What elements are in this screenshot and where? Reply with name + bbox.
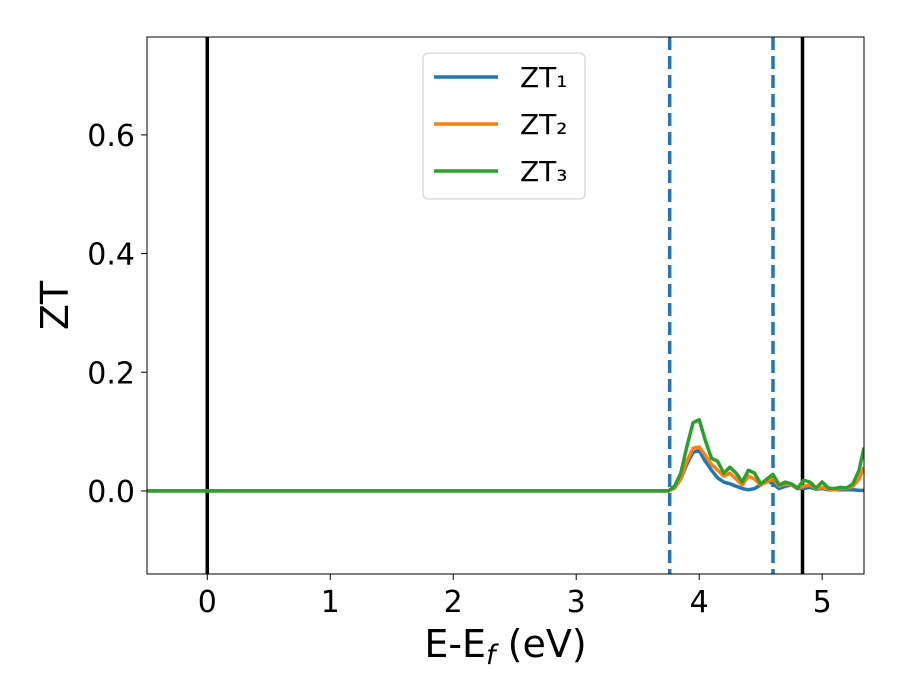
x-axis-label-part: (eV) <box>496 622 587 666</box>
y-tick-label: 0.2 <box>87 356 135 391</box>
line-series <box>147 448 864 493</box>
x-tick-label: 2 <box>444 585 463 620</box>
x-tick-label: 4 <box>690 585 709 620</box>
legend-label: ZT₁ <box>520 61 568 94</box>
legend-label: ZT₃ <box>520 155 568 188</box>
axes-frame <box>146 36 865 575</box>
y-tick-label: 0.6 <box>87 119 135 154</box>
y-tick-label: 0.0 <box>87 475 135 510</box>
x-tick-label: 3 <box>567 585 586 620</box>
legend-label: ZT₂ <box>520 108 568 141</box>
plot-area <box>147 37 864 574</box>
x-axis-label: E-Ef (eV) <box>424 622 586 671</box>
x-tick-label: 1 <box>321 585 340 620</box>
line-series <box>147 445 864 493</box>
line-series <box>147 417 864 493</box>
x-tick-label: 5 <box>813 585 832 620</box>
x-tick-label: 0 <box>198 585 217 620</box>
y-axis-label: ZT <box>33 280 77 330</box>
legend-box <box>422 52 586 200</box>
y-tick-label: 0.4 <box>87 238 135 273</box>
x-axis-label-part: E-E <box>424 622 486 666</box>
